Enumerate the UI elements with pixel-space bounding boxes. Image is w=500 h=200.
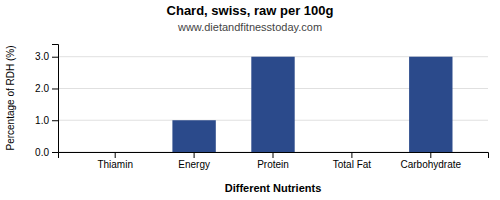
x-tick-label: Protein bbox=[257, 159, 289, 170]
x-tick: Thiamin bbox=[97, 152, 133, 170]
y-tick-label: 2.0 bbox=[35, 83, 49, 94]
x-axis-line bbox=[59, 153, 489, 159]
y-tick: 2.0 bbox=[35, 83, 58, 94]
y-tick-label: 0.0 bbox=[35, 147, 49, 158]
x-tick-mark bbox=[430, 152, 431, 158]
x-axis-title: Different Nutrients bbox=[225, 182, 322, 194]
bar bbox=[172, 120, 215, 152]
x-tick-mark bbox=[194, 152, 195, 158]
x-tick-mark bbox=[273, 152, 274, 158]
x-tick-mark bbox=[115, 152, 116, 158]
x-tick: Carbohydrate bbox=[401, 152, 462, 170]
grid bbox=[58, 57, 488, 152]
y-tick-mark bbox=[52, 152, 58, 153]
x-tick: Protein bbox=[257, 152, 289, 170]
x-axis: Thiamin Energy Protein Total Fat Carbohydrat… bbox=[59, 152, 489, 170]
y-tick: 0.0 bbox=[35, 147, 58, 158]
y-axis-line bbox=[52, 45, 59, 153]
x-tick-label: Total Fat bbox=[333, 159, 372, 170]
chart: Chard, swiss, raw per 100g www.dietandfit… bbox=[0, 0, 500, 200]
y-tick: 3.0 bbox=[35, 51, 58, 62]
bars bbox=[172, 57, 452, 152]
x-tick: Total Fat bbox=[333, 152, 372, 170]
y-axis: 0.0 1.0 2.0 3.0 bbox=[35, 45, 58, 158]
subtitle: www.dietandfitnesstoday.com bbox=[177, 21, 322, 33]
y-tick-label: 3.0 bbox=[35, 51, 49, 62]
y-tick-label: 1.0 bbox=[35, 115, 49, 126]
x-tick: Energy bbox=[178, 152, 210, 170]
bar bbox=[251, 57, 294, 152]
y-tick-mark bbox=[52, 57, 58, 58]
title: Chard, swiss, raw per 100g bbox=[167, 3, 334, 18]
y-axis-title: Percentage of RDH (%) bbox=[5, 45, 16, 150]
y-tick-mark bbox=[52, 120, 58, 121]
y-tick-mark bbox=[52, 88, 58, 89]
x-tick-label: Carbohydrate bbox=[401, 159, 462, 170]
plot: Thiamin Energy Protein Total Fat Carbohydrat… bbox=[35, 45, 488, 171]
bar bbox=[330, 152, 373, 153]
bar bbox=[409, 57, 452, 152]
x-tick-label: Thiamin bbox=[97, 159, 133, 170]
y-tick: 1.0 bbox=[35, 115, 58, 126]
x-tick-label: Energy bbox=[178, 159, 210, 170]
x-tick-mark bbox=[351, 152, 352, 158]
bar bbox=[94, 152, 137, 153]
